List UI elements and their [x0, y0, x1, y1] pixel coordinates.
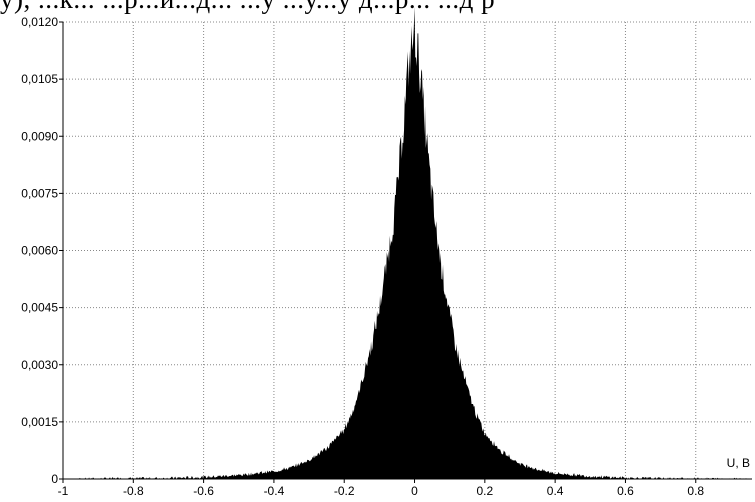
y-tick-labels: 0 0,0015 0,0030 0,0045 0,0060 0,0075 0,0090 0,0…: [21, 15, 63, 486]
x-tick-label: -1: [58, 484, 69, 498]
x-tick-label: 0.4: [547, 484, 564, 498]
y-tick-label: 0: [51, 472, 58, 486]
x-tick-label: 0.8: [687, 484, 704, 498]
x-tick-label: 0.2: [476, 484, 493, 498]
x-tick-label: -0.6: [193, 484, 214, 498]
y-tick-label: 0,0060: [21, 244, 58, 258]
y-tick-label: 0,0090: [21, 129, 58, 143]
y-tick-label: 0,0120: [21, 15, 58, 29]
y-tick-label: 0,0015: [21, 415, 58, 429]
cropped-caption-text: у), ...к... ...р...и...д... ...у ...у...…: [0, 0, 755, 24]
y-tick-label: 0,0105: [21, 72, 58, 86]
x-tick-label: 0: [411, 484, 418, 498]
x-tick-label: -0.2: [334, 484, 355, 498]
y-tick-label: 0,0045: [21, 301, 58, 315]
distribution-area: [77, 6, 752, 479]
x-tick-label: 0.6: [617, 484, 634, 498]
y-tick-label: 0,0030: [21, 358, 58, 372]
x-axis-label: U, B: [727, 456, 750, 470]
y-tick-label: 0,0075: [21, 186, 58, 200]
x-tick-label: -0.8: [123, 484, 144, 498]
x-tick-labels: -1 -0.8 -0.6 -0.4 -0.2 0 0.2 0.4 0.6 0.8: [58, 479, 704, 498]
x-tick-label: -0.4: [264, 484, 285, 498]
